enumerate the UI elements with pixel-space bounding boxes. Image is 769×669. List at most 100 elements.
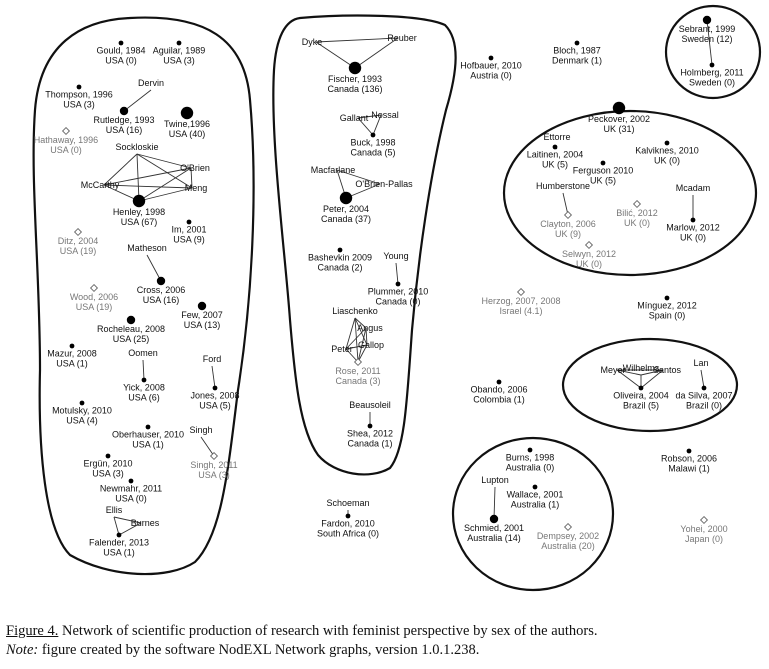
node-label: Holmberg, 2011 — [680, 67, 743, 77]
node-dot — [145, 424, 151, 430]
node-dyke: Dyke — [302, 37, 323, 47]
node-beausoleil: Beausoleil — [349, 400, 391, 410]
node-dot — [488, 55, 494, 61]
node-label: Rose, 2011 — [335, 366, 380, 376]
node-label: USA (9) — [173, 234, 205, 244]
node-gallant: Gallant — [340, 113, 369, 123]
node-dot — [489, 514, 499, 524]
node-dot — [128, 478, 134, 484]
node-diamond — [516, 287, 526, 297]
node-label: Fardon, 2010 — [321, 518, 375, 528]
node-dot — [118, 40, 124, 46]
note-text: figure created by the software NodEXL Ne… — [38, 642, 480, 658]
usa-group-outline — [32, 16, 255, 576]
node-label: Australia (0) — [506, 462, 555, 472]
node-label: Liaschenko — [332, 306, 378, 316]
node-label: Mínguez, 2012 — [637, 300, 697, 310]
node-label: Gallop — [358, 340, 384, 350]
node-label: Schmied, 2001 — [464, 523, 524, 533]
node-dot — [664, 295, 670, 301]
node-oomen: Oomen — [128, 348, 158, 358]
node-label: Falender, 2013 — [89, 537, 149, 547]
node-label: Motulsky, 2010 — [52, 405, 112, 415]
network-edge — [372, 114, 382, 136]
node-dot — [197, 301, 207, 311]
node-label: Plummer, 2010 — [368, 286, 429, 296]
node-label: Ditz, 2004 — [58, 236, 99, 246]
node-dot — [690, 217, 696, 223]
node-label: Ford — [203, 354, 222, 364]
network-edge — [357, 114, 382, 119]
network-edge — [365, 327, 368, 346]
figure-caption-text: Network of scientific production of rese… — [58, 623, 598, 639]
node-label: Few, 2007 — [181, 310, 223, 320]
network-edge — [136, 153, 193, 189]
node-diamond — [73, 227, 83, 237]
node-lan: Lan — [693, 358, 708, 368]
node-label: Jones, 2008 — [190, 390, 239, 400]
node-label: Macfarlane — [311, 165, 356, 175]
node-dot — [532, 484, 538, 490]
node-label: Peckover, 2002 — [588, 114, 650, 124]
node-label: Wallace, 2001 — [507, 489, 564, 499]
network-edge — [138, 187, 193, 202]
node-label: da Silva, 2007 — [675, 390, 732, 400]
node-label: Brazil (0) — [686, 400, 722, 410]
node-label: Dervin — [138, 78, 164, 88]
node-label: O'Brien — [180, 163, 210, 173]
node-label: Ferguson 2010 — [573, 165, 634, 175]
node-label: Sweden (0) — [689, 77, 735, 87]
node-label: UK (0) — [680, 232, 706, 242]
node-dot — [574, 40, 580, 46]
node-dot — [612, 101, 626, 115]
node-label: Herzog, 2007, 2008 — [481, 296, 560, 306]
node-label: USA (0) — [115, 493, 147, 503]
network-edge — [357, 327, 367, 363]
node-dot — [345, 513, 351, 519]
node-label: Colombia (1) — [473, 394, 525, 404]
node-label: Yick, 2008 — [123, 382, 165, 392]
network-edge — [616, 369, 642, 376]
node-label: USA (4) — [66, 415, 98, 425]
node-label: Ergün, 2010 — [83, 458, 132, 468]
node-label: Canada (0) — [375, 296, 420, 306]
node-humberstone: Humberstone — [536, 181, 590, 191]
node-label: Rutledge, 1993 — [93, 115, 154, 125]
node-ellis: Ellis — [106, 505, 123, 515]
network-edge — [640, 369, 664, 376]
brazil-group-outline — [561, 337, 739, 433]
network-edge — [103, 153, 138, 186]
node-label: Twine,1996 — [164, 119, 210, 129]
node-label: USA (1) — [56, 358, 88, 368]
node-dervin: Dervin — [138, 78, 164, 88]
node-dot — [79, 400, 85, 406]
network-edge — [562, 192, 569, 216]
network-edge — [336, 169, 381, 185]
node-label: Lupton — [481, 475, 509, 485]
node-dot — [638, 385, 644, 391]
network-edge — [354, 317, 359, 363]
node-label: Australia (1) — [511, 499, 560, 509]
australia-group-outline — [451, 436, 615, 592]
node-label: Ellis — [106, 505, 123, 515]
node-label: Thompson, 1996 — [45, 89, 113, 99]
node-label: Humberstone — [536, 181, 590, 191]
network-edge — [345, 317, 356, 350]
node-angus: Angus — [357, 323, 383, 333]
network-edge — [103, 167, 192, 186]
node-dot — [132, 194, 146, 208]
node-dot — [337, 247, 343, 253]
network-edge — [211, 365, 216, 389]
node-label: Meng — [185, 183, 208, 193]
node-label: Selwyn, 2012 — [562, 249, 616, 259]
